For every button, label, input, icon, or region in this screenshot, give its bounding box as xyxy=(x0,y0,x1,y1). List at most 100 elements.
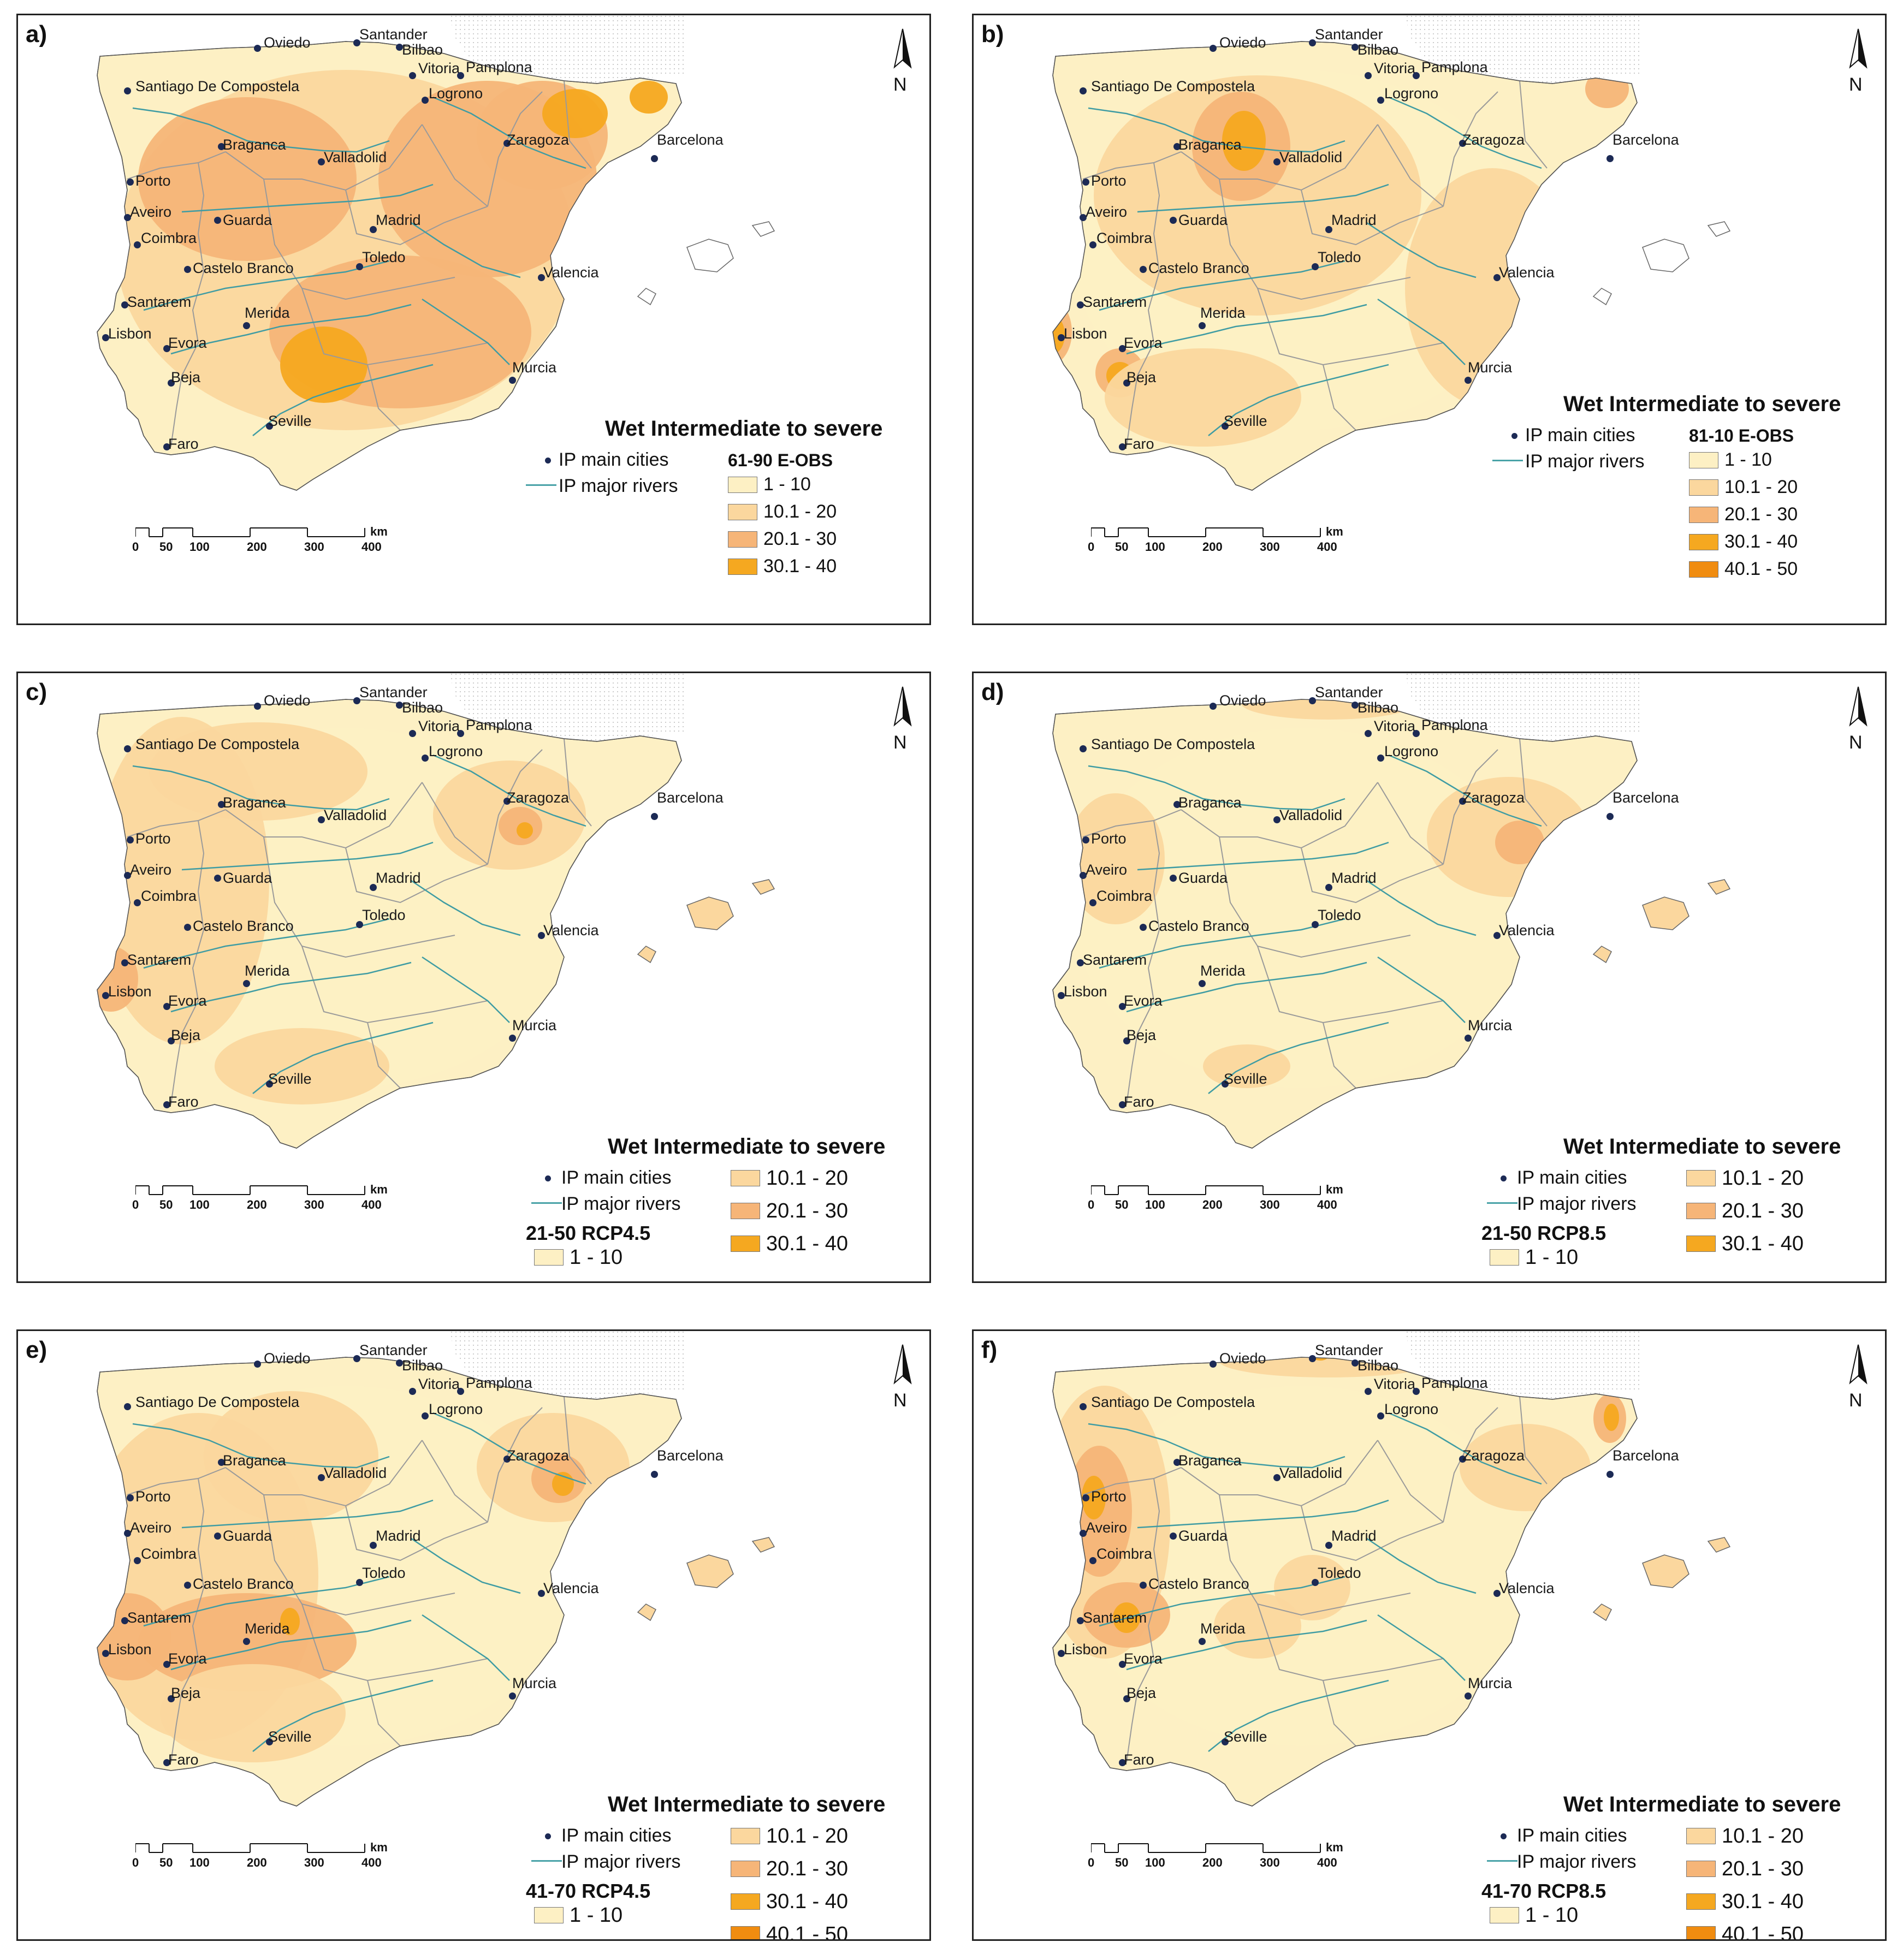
city-marker xyxy=(1173,801,1181,808)
major-river xyxy=(1126,961,1367,1013)
legend-title: Wet Intermediate to severe xyxy=(1563,1792,1841,1816)
city-label: Pamplona xyxy=(466,1375,532,1391)
legend-swatch xyxy=(1686,1926,1716,1939)
city-label: Barcelona xyxy=(657,789,724,806)
city-label: Lisbon xyxy=(1064,325,1107,342)
city-label: Zaragoza xyxy=(507,789,570,806)
north-label: N xyxy=(1849,1390,1863,1411)
legend-class-label: 30.1 - 40 xyxy=(1724,531,1798,552)
major-river xyxy=(432,754,586,827)
legend-class-label: 20.1 - 30 xyxy=(1722,1857,1804,1880)
city-label: Seville xyxy=(268,1071,312,1087)
france-stipple xyxy=(449,15,684,84)
scale-tick-label: 300 xyxy=(1260,540,1280,554)
city-marker xyxy=(356,1579,363,1586)
balearic-island xyxy=(1642,896,1689,930)
city-marker xyxy=(1222,423,1229,430)
region-border xyxy=(1377,782,1444,865)
legend-swatch xyxy=(731,1203,760,1219)
legend-cities-label: IP main cities xyxy=(561,1825,672,1846)
city-marker xyxy=(1119,1003,1126,1010)
city-marker xyxy=(457,730,464,737)
scale-unit: km xyxy=(1326,525,1343,538)
coastline xyxy=(97,1357,682,1807)
legend-swatch xyxy=(1686,1893,1716,1910)
city-marker xyxy=(1606,155,1614,162)
city-marker xyxy=(1325,884,1332,891)
city-marker xyxy=(168,379,175,387)
city-marker xyxy=(218,1459,225,1466)
city-marker xyxy=(396,702,403,709)
legend-period: 61-90 E-OBS xyxy=(728,450,833,470)
city-label: Faro xyxy=(168,1751,199,1768)
region-border xyxy=(422,1440,488,1523)
city-marker xyxy=(102,1650,109,1657)
scale-bar xyxy=(1091,1843,1321,1853)
region-border xyxy=(367,1022,401,1089)
city-label: Barcelona xyxy=(1612,1447,1679,1464)
legend-title: Wet Intermediate to severe xyxy=(1563,392,1841,416)
city-marker xyxy=(1199,1638,1206,1645)
legend-class-label: 1 - 10 xyxy=(570,1904,623,1927)
region-border xyxy=(1377,124,1444,207)
city-marker xyxy=(1123,1037,1130,1044)
city-marker xyxy=(121,1617,128,1624)
major-river xyxy=(132,107,390,153)
legend-city-symbol xyxy=(1501,1175,1507,1181)
major-river xyxy=(1377,956,1466,1023)
legend-class-label: 40.1 - 50 xyxy=(1724,559,1798,579)
city-marker xyxy=(1493,274,1501,281)
city-label: Toledo xyxy=(362,1565,406,1581)
city-marker xyxy=(1273,1474,1280,1481)
city-marker xyxy=(1173,1459,1181,1466)
city-label: Porto xyxy=(135,173,171,189)
legend-cities-label: IP main cities xyxy=(559,449,669,470)
major-river xyxy=(1137,183,1389,213)
scale-unit: km xyxy=(1326,1183,1343,1196)
city-label: Guarda xyxy=(1178,212,1228,228)
region-border xyxy=(1126,1478,1160,1763)
city-label: Santiago De Compostela xyxy=(1091,1394,1255,1410)
wet-frequency-patch xyxy=(1241,699,1416,720)
legend-swatch xyxy=(1686,1861,1716,1877)
legend-swatch xyxy=(1490,1249,1519,1266)
legend-swatch xyxy=(731,1926,760,1939)
city-marker xyxy=(651,1471,658,1478)
city-marker xyxy=(124,214,131,221)
major-river xyxy=(170,304,412,355)
region-border xyxy=(1519,80,1548,169)
city-label: Beja xyxy=(1127,369,1157,385)
city-label: Barcelona xyxy=(657,132,724,148)
city-label: Santarem xyxy=(127,952,192,968)
city-marker xyxy=(1089,1557,1096,1564)
city-label: Castelo Branco xyxy=(1148,1576,1249,1592)
legend-swatch xyxy=(1490,1907,1519,1923)
city-marker xyxy=(1413,72,1420,79)
wet-frequency-patch xyxy=(280,1608,300,1635)
major-river xyxy=(1377,298,1466,365)
panel-label: e) xyxy=(26,1337,48,1363)
city-label: Santarem xyxy=(127,294,192,310)
region-border xyxy=(1126,162,1160,447)
city-label: Madrid xyxy=(1331,870,1377,886)
coastline xyxy=(97,41,682,491)
region-border xyxy=(345,847,488,904)
city-label: Faro xyxy=(1124,436,1154,452)
city-label: Bilbao xyxy=(402,1357,443,1374)
scale-tick-label: 50 xyxy=(1115,540,1129,554)
legend-swatch xyxy=(1689,507,1718,523)
city-label: Zaragoza xyxy=(1462,1447,1525,1464)
city-marker xyxy=(503,798,511,805)
city-marker xyxy=(538,274,545,281)
panel-label: d) xyxy=(981,679,1004,705)
legend-city-symbol xyxy=(545,458,551,464)
balearic-island xyxy=(686,1554,734,1588)
city-label: Guarda xyxy=(223,870,272,886)
city-label: Murcia xyxy=(512,359,557,376)
legend-period: 41-70 RCP8.5 xyxy=(1481,1880,1606,1902)
legend-class-label: 10.1 - 20 xyxy=(1724,477,1798,497)
city-label: Santiago De Compostela xyxy=(1091,736,1255,752)
scale-tick-label: 400 xyxy=(361,540,382,554)
scale-tick-label: 400 xyxy=(361,1856,382,1869)
map-panel-b: b) N Oviedo Santander Bilbao Vitoria Pamplona S… xyxy=(972,14,1887,625)
